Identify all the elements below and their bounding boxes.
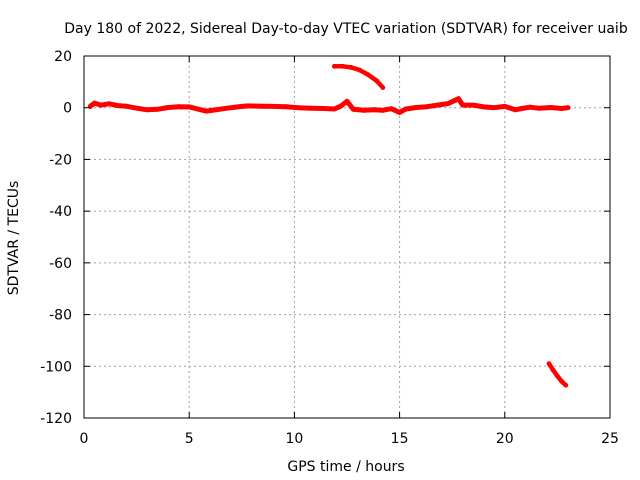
data-point [460, 102, 466, 108]
data-point [344, 98, 350, 104]
data-point [258, 103, 264, 109]
data-point [550, 367, 556, 373]
data-point [380, 107, 386, 113]
data-point [548, 105, 554, 110]
data-point [565, 105, 571, 111]
data-point [424, 104, 430, 110]
data-point [388, 106, 394, 112]
data-point [144, 107, 150, 113]
data-point [92, 100, 97, 106]
data-point [374, 78, 379, 83]
data-point [321, 106, 327, 111]
x-tick-label: 15 [391, 431, 409, 447]
y-tick-label: -40 [49, 204, 72, 220]
data-point [308, 105, 314, 111]
data-point [536, 105, 541, 111]
data-point [245, 103, 251, 109]
data-point [559, 106, 564, 111]
data-point [186, 104, 192, 110]
y-tick-label: -80 [49, 308, 72, 324]
data-point [224, 105, 230, 111]
x-axis-label: GPS time / hours [287, 459, 404, 475]
y-tick-label: 20 [54, 49, 72, 65]
data-point [512, 107, 518, 113]
data-point [502, 104, 508, 109]
y-tick-label: 0 [63, 101, 72, 117]
data-point [340, 63, 346, 69]
data-point [435, 102, 440, 108]
data-point [559, 378, 564, 384]
data-point [380, 85, 386, 90]
data-point [555, 373, 560, 379]
data-point [519, 106, 524, 111]
x-tick-label: 5 [185, 431, 194, 447]
x-tick-label: 25 [601, 431, 619, 447]
data-point [491, 105, 497, 111]
data-point [123, 103, 129, 109]
data-point [271, 104, 276, 109]
data-series [87, 63, 571, 388]
data-point [115, 103, 121, 108]
data-point [332, 106, 337, 112]
data-point [203, 108, 209, 114]
data-point [195, 106, 201, 112]
data-point [348, 65, 354, 70]
y-tick-label: -60 [49, 256, 72, 272]
data-point [283, 104, 289, 110]
data-point [361, 107, 367, 113]
data-point [296, 105, 301, 111]
data-point [165, 105, 171, 110]
x-tick-label: 0 [80, 431, 89, 447]
series-main-band [87, 96, 571, 115]
data-point [338, 103, 344, 109]
data-point [414, 105, 419, 110]
data-point [470, 102, 476, 108]
data-point [397, 110, 402, 115]
data-point [357, 67, 362, 73]
data-point [155, 106, 161, 112]
y-tick-label: -20 [49, 152, 72, 168]
data-point [481, 104, 487, 110]
data-point [403, 106, 409, 112]
grid-lines [84, 56, 610, 418]
data-point [563, 382, 569, 388]
data-point [176, 104, 182, 110]
y-axis-label: SDTVAR / TECUs [6, 181, 22, 296]
axis-ticks: 0 5 10 15 20 25 20 0 -20 -40 -60 -80 -100 -120 [40, 49, 619, 447]
data-point [98, 102, 104, 108]
data-point [235, 104, 241, 110]
y-tick-label: -120 [40, 411, 72, 427]
data-point [134, 105, 140, 111]
data-point [212, 107, 217, 113]
data-point [365, 72, 371, 77]
x-tick-label: 20 [496, 431, 514, 447]
data-point [546, 361, 552, 367]
data-point [332, 63, 337, 69]
plot-frame [83, 55, 611, 419]
y-tick-label: -100 [40, 359, 72, 375]
data-point [106, 101, 112, 107]
x-tick-label: 10 [285, 431, 303, 447]
data-point [456, 96, 461, 102]
data-point [372, 107, 377, 113]
data-point [445, 101, 451, 106]
chart-title: Day 180 of 2022, Sidereal Day-to-day VTE… [64, 21, 628, 37]
data-point [350, 106, 356, 112]
data-point [527, 104, 533, 110]
